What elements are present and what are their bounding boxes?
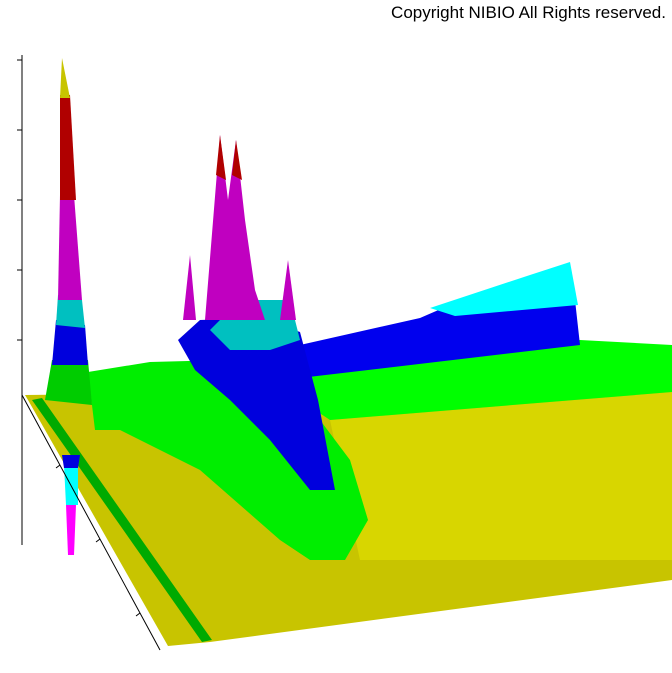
front-strip-blue	[62, 455, 80, 468]
yellow-floor-light	[330, 392, 672, 560]
left-peak-magenta	[58, 195, 82, 300]
peak-top	[232, 140, 242, 180]
peak	[183, 255, 196, 320]
left-peak-blue	[52, 320, 88, 365]
peak	[205, 135, 265, 320]
peak	[280, 260, 296, 320]
copyright: Copyright NIBIO All Rights reserved.	[391, 3, 666, 22]
green-band	[290, 340, 672, 420]
front-strip-magenta	[66, 505, 76, 555]
cyan-band	[430, 262, 578, 316]
blue-band	[300, 300, 580, 378]
left-peak-cyan	[56, 295, 85, 328]
left-peak-red	[60, 95, 76, 200]
blue-region	[178, 318, 335, 490]
left-peak-green	[45, 360, 92, 405]
axes	[17, 55, 161, 651]
left-peak-tip	[60, 58, 70, 98]
peak-top	[216, 135, 226, 180]
